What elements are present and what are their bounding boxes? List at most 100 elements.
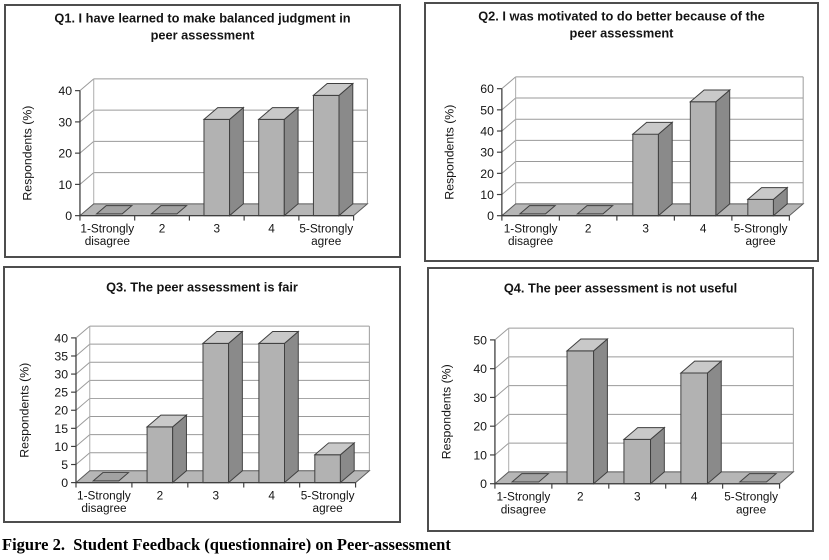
chart-title: peer assessment	[151, 27, 255, 42]
x-category-label: agree	[736, 502, 767, 516]
figure-caption: Figure 2. Student Feedback (questionnair…	[2, 535, 451, 554]
chart-panel-q3: Q3. The peer assessment is fair 0 5 10 15 20 2…	[3, 266, 401, 523]
bar-top-q1-3	[202, 107, 245, 120]
x-category-label: disagree	[501, 502, 547, 516]
y-tick-label: 30	[473, 391, 487, 405]
chart-title: Q3. The peer assessment is fair	[106, 280, 298, 295]
gridline-slant	[75, 325, 91, 339]
bar-side-q3-4	[284, 330, 299, 484]
gridline-slant	[494, 356, 510, 370]
x-category-label: agree	[746, 234, 777, 248]
gridline-slant	[75, 452, 91, 465]
gridline-slant	[79, 140, 95, 154]
x-category-label: 2	[577, 489, 584, 503]
x-category-label: 5-Strongly	[299, 221, 353, 235]
y-tick-label: 30	[58, 115, 72, 129]
bar-side-q3-3	[228, 330, 243, 484]
x-category-label: 4	[700, 221, 707, 235]
gridline-slant	[494, 413, 510, 427]
y-tick-label: 30	[54, 368, 68, 382]
gridline-slant	[501, 118, 516, 132]
bar-front-q3-3	[202, 342, 230, 484]
y-tick-label: 40	[480, 124, 494, 138]
y-tick-label: 0	[61, 476, 68, 490]
y-tick-label: 25	[54, 386, 68, 400]
y-tick-label: 10	[480, 188, 494, 202]
x-category-label: 5-Strongly	[724, 489, 778, 503]
zero-bar-q2-1	[518, 205, 557, 215]
gridline-slant	[79, 172, 95, 185]
zero-bar-q3-1	[91, 472, 130, 482]
bar-top-q2-5	[746, 187, 789, 200]
x-category-label: disagree	[85, 234, 131, 248]
q4-bar-chart: Q4. The peer assessment is not useful 0 10…	[440, 281, 795, 516]
gridline-slant	[79, 78, 95, 92]
y-axis-title: Respondents (%)	[21, 106, 35, 201]
bar-front-q3-4	[258, 342, 285, 484]
y-tick-label: 50	[480, 103, 494, 117]
bar-front-q4-2	[566, 350, 595, 485]
y-tick-label: 60	[480, 82, 494, 96]
chart-title: peer assessment	[570, 25, 675, 40]
x-category-label: 4	[268, 488, 275, 502]
bar-side-q1-5	[338, 82, 354, 217]
x-category-label: disagree	[81, 501, 127, 515]
y-tick-label: 35	[54, 349, 68, 363]
gridline-slant	[75, 416, 91, 429]
bar-top-q3-4	[257, 331, 300, 344]
bar-front-q3-5	[314, 454, 341, 484]
bar-top-q2-3	[631, 121, 674, 135]
bar-top-q4-2	[565, 338, 609, 352]
x-category-label: 1-Strongly	[77, 488, 131, 502]
chart-title: Q4. The peer assessment is not useful	[504, 281, 737, 296]
bar-front-q3-2	[146, 426, 174, 484]
chart-panel-q4: Q4. The peer assessment is not useful 0 10…	[427, 267, 814, 532]
x-category-label: agree	[311, 234, 342, 248]
bar-top-q1-5	[312, 83, 355, 96]
y-tick-label: 20	[58, 147, 72, 161]
y-tick-label: 15	[54, 422, 68, 436]
zero-bar-q4-1	[510, 473, 550, 483]
x-category-label: 3	[642, 221, 649, 235]
bar-side-q4-4	[706, 360, 722, 485]
y-tick-label: 0	[487, 209, 494, 223]
q1-bar-chart: Q1. I have learned to make balanced judg…	[21, 11, 369, 248]
y-tick-label: 10	[54, 440, 68, 454]
x-category-label: 5-Strongly	[301, 488, 355, 502]
gridline-slant	[501, 76, 516, 90]
y-axis-title: Respondents (%)	[443, 105, 457, 200]
x-category-label: 5-Strongly	[734, 221, 788, 235]
bar-side-q4-2	[593, 337, 608, 485]
y-tick-label: 5	[61, 458, 68, 472]
bar-front-q1-3	[203, 118, 231, 217]
bar-top-q3-5	[313, 442, 356, 456]
bar-top-q2-4	[688, 89, 732, 103]
y-tick-label: 20	[480, 167, 494, 181]
zero-bar-q1-1	[95, 205, 134, 215]
bar-front-q1-4	[258, 118, 285, 217]
x-category-label: 2	[157, 488, 164, 502]
gridline-slant	[75, 361, 91, 375]
y-tick-label: 50	[473, 333, 487, 347]
y-axis-title: Respondents (%)	[440, 364, 454, 459]
gridline-slant	[494, 327, 510, 341]
y-tick-label: 10	[473, 448, 487, 462]
x-category-label: 3	[213, 488, 220, 502]
bar-side-q1-3	[229, 106, 244, 217]
bar-side-q2-4	[715, 88, 731, 217]
y-tick-label: 20	[54, 404, 68, 418]
gridline-slant	[75, 343, 91, 357]
x-category-label: 2	[159, 221, 166, 235]
gridline-slant	[501, 97, 516, 111]
gridline-slant	[75, 379, 91, 393]
gridline-slant	[75, 434, 91, 447]
x-category-label: 1-Strongly	[80, 221, 134, 235]
y-tick-label: 10	[58, 178, 72, 192]
y-tick-label: 0	[480, 477, 487, 491]
x-category-label: agree	[313, 501, 344, 515]
x-category-label: 2	[585, 221, 592, 235]
x-category-label: 4	[268, 221, 275, 235]
bar-top-q4-3	[622, 427, 666, 440]
x-category-label: 1-Strongly	[496, 489, 550, 503]
